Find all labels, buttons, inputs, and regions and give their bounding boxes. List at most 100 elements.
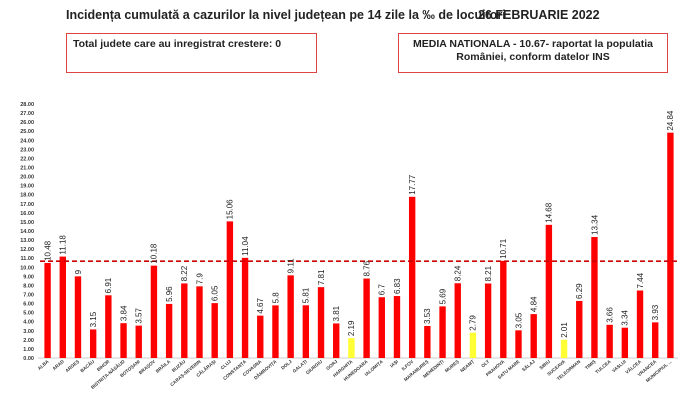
y-tick-label: 3.00: [23, 329, 34, 335]
data-label: 5.96: [165, 286, 174, 302]
x-tick-label: OLT: [480, 359, 490, 369]
data-label: 3.57: [135, 307, 144, 323]
bar: [302, 305, 310, 358]
data-label: 8.22: [180, 265, 189, 281]
x-tick-label: DOLJ: [280, 359, 293, 371]
bar: [287, 275, 294, 358]
y-axis: 0.00 1.00 2.00 3.00 4.00 5.00 6.00 7.00 8.00 9.00…: [20, 102, 678, 362]
y-tick-label: 28.00: [20, 102, 34, 108]
bar: [424, 325, 431, 358]
y-tick-label: 1.00: [23, 347, 34, 353]
bar: [241, 257, 249, 358]
data-label: 4.67: [256, 298, 265, 314]
bar: [165, 303, 173, 358]
data-label: 11.18: [59, 235, 68, 255]
y-tick-label: 12.00: [20, 247, 34, 253]
x-axis: ALBA ARAD ARGEȘ BACĂU BIHORBISTRIȚA-NĂSĂUDBO…: [37, 358, 673, 390]
data-label: 10.18: [150, 243, 159, 264]
bar: [515, 330, 522, 358]
data-label: 14.68: [545, 202, 554, 223]
bars: [44, 132, 674, 358]
data-label: 3.05: [514, 312, 523, 328]
y-tick-label: 4.00: [23, 320, 34, 326]
x-tick-label: MUREȘ: [444, 359, 461, 374]
bar: [105, 295, 112, 358]
x-tick-label: ARGEȘ: [64, 359, 80, 374]
bar: [652, 322, 659, 358]
data-label: 7.44: [636, 272, 645, 288]
x-tick-label: GIURGIU: [305, 359, 324, 376]
bar: [621, 327, 629, 358]
x-tick-label: BRĂILA: [154, 358, 172, 374]
data-label: 4.84: [529, 296, 538, 312]
data-label: 3.34: [621, 310, 630, 326]
data-label: 9.11: [286, 258, 295, 274]
x-tick-label: IAȘI: [389, 359, 400, 369]
bar: [500, 260, 507, 358]
data-label: 3.66: [605, 307, 614, 323]
x-tick-label: TULCEA: [594, 359, 612, 375]
bar: [591, 236, 598, 358]
bar: [454, 283, 461, 358]
bar: [484, 283, 492, 358]
y-tick-label: 5.00: [23, 311, 34, 317]
data-label: 3.81: [332, 305, 341, 321]
data-label: 5.8: [271, 292, 280, 304]
y-tick-label: 13.00: [20, 238, 34, 244]
national-average-text: MEDIA NATIONALA - 10.67- raportat la pop…: [413, 38, 653, 63]
bar: [576, 300, 583, 358]
bar: [333, 323, 340, 358]
y-tick-label: 11.00: [21, 256, 34, 262]
y-tick-label: 21.00: [20, 166, 34, 172]
bar: [257, 315, 264, 358]
bar: [150, 265, 158, 358]
x-tick-label: SIBIU: [538, 359, 551, 371]
report-date: 26 FEBRUARIE 2022: [478, 8, 600, 22]
bar: [44, 262, 51, 358]
data-label: 8.21: [484, 265, 493, 281]
bar: [363, 278, 370, 358]
y-tick-label: 15.00: [20, 220, 34, 226]
x-tick-label: BACĂU: [79, 358, 96, 374]
increase-info-box: Total judete care au inregistrat crester…: [66, 33, 317, 73]
data-label: 5.69: [438, 288, 447, 304]
data-label: 6.05: [210, 285, 219, 301]
bar: [211, 303, 218, 358]
data-label: 6.29: [575, 283, 584, 299]
y-tick-label: 24.00: [20, 138, 34, 144]
y-tick-label: 19.00: [20, 184, 34, 190]
y-tick-label: 26.00: [20, 120, 34, 126]
bar: [348, 338, 355, 358]
y-tick-label: 9.00: [23, 274, 34, 280]
increase-info-text: Total judete care au inregistrat crester…: [73, 38, 282, 50]
chart-title: Incidența cumulată a cazurilor la nivel …: [66, 8, 506, 22]
bar: [408, 196, 416, 358]
national-average-box: MEDIA NATIONALA - 10.67- raportat la pop…: [398, 33, 668, 73]
data-label: 2.19: [347, 320, 356, 336]
x-tick-label: BRAȘOV: [138, 358, 158, 376]
data-label: 2.01: [560, 322, 569, 338]
data-label: 9: [74, 269, 83, 274]
y-tick-label: 16.00: [20, 211, 34, 217]
bar: [89, 329, 97, 358]
bar: [469, 332, 477, 358]
y-tick-label: 14.00: [20, 229, 34, 235]
y-tick-label: 18.00: [20, 193, 34, 199]
data-label: 3.84: [119, 305, 128, 321]
data-label: 3.53: [423, 308, 432, 324]
bar: [74, 276, 82, 358]
bar: [530, 314, 537, 358]
data-label: 24.84: [666, 110, 675, 131]
y-tick-label: 6.00: [23, 302, 34, 308]
data-label: 5.81: [302, 287, 311, 303]
bar: [636, 290, 644, 358]
y-tick-label: 25.00: [20, 129, 34, 135]
y-tick-label: 10.00: [20, 265, 34, 271]
bar: [196, 286, 203, 358]
y-tick-label: 22.00: [20, 156, 34, 162]
x-tick-label: CLUJ: [220, 359, 233, 371]
x-tick-label: ALBA: [37, 359, 51, 371]
bar: [272, 305, 279, 358]
bar: [135, 325, 142, 358]
